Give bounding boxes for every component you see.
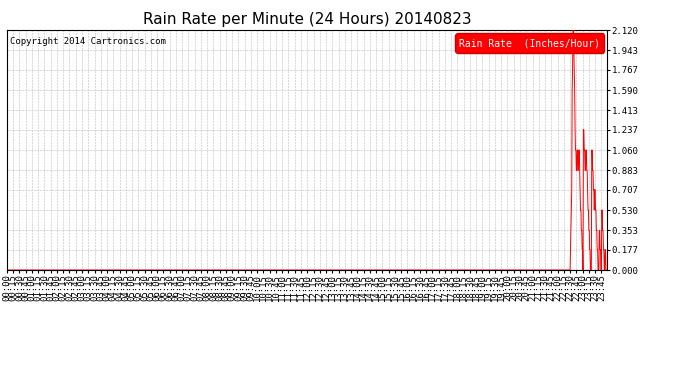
Legend: Rain Rate  (Inches/Hour): Rain Rate (Inches/Hour) bbox=[455, 33, 604, 53]
Title: Rain Rate per Minute (24 Hours) 20140823: Rain Rate per Minute (24 Hours) 20140823 bbox=[143, 12, 471, 27]
Text: Copyright 2014 Cartronics.com: Copyright 2014 Cartronics.com bbox=[10, 37, 166, 46]
